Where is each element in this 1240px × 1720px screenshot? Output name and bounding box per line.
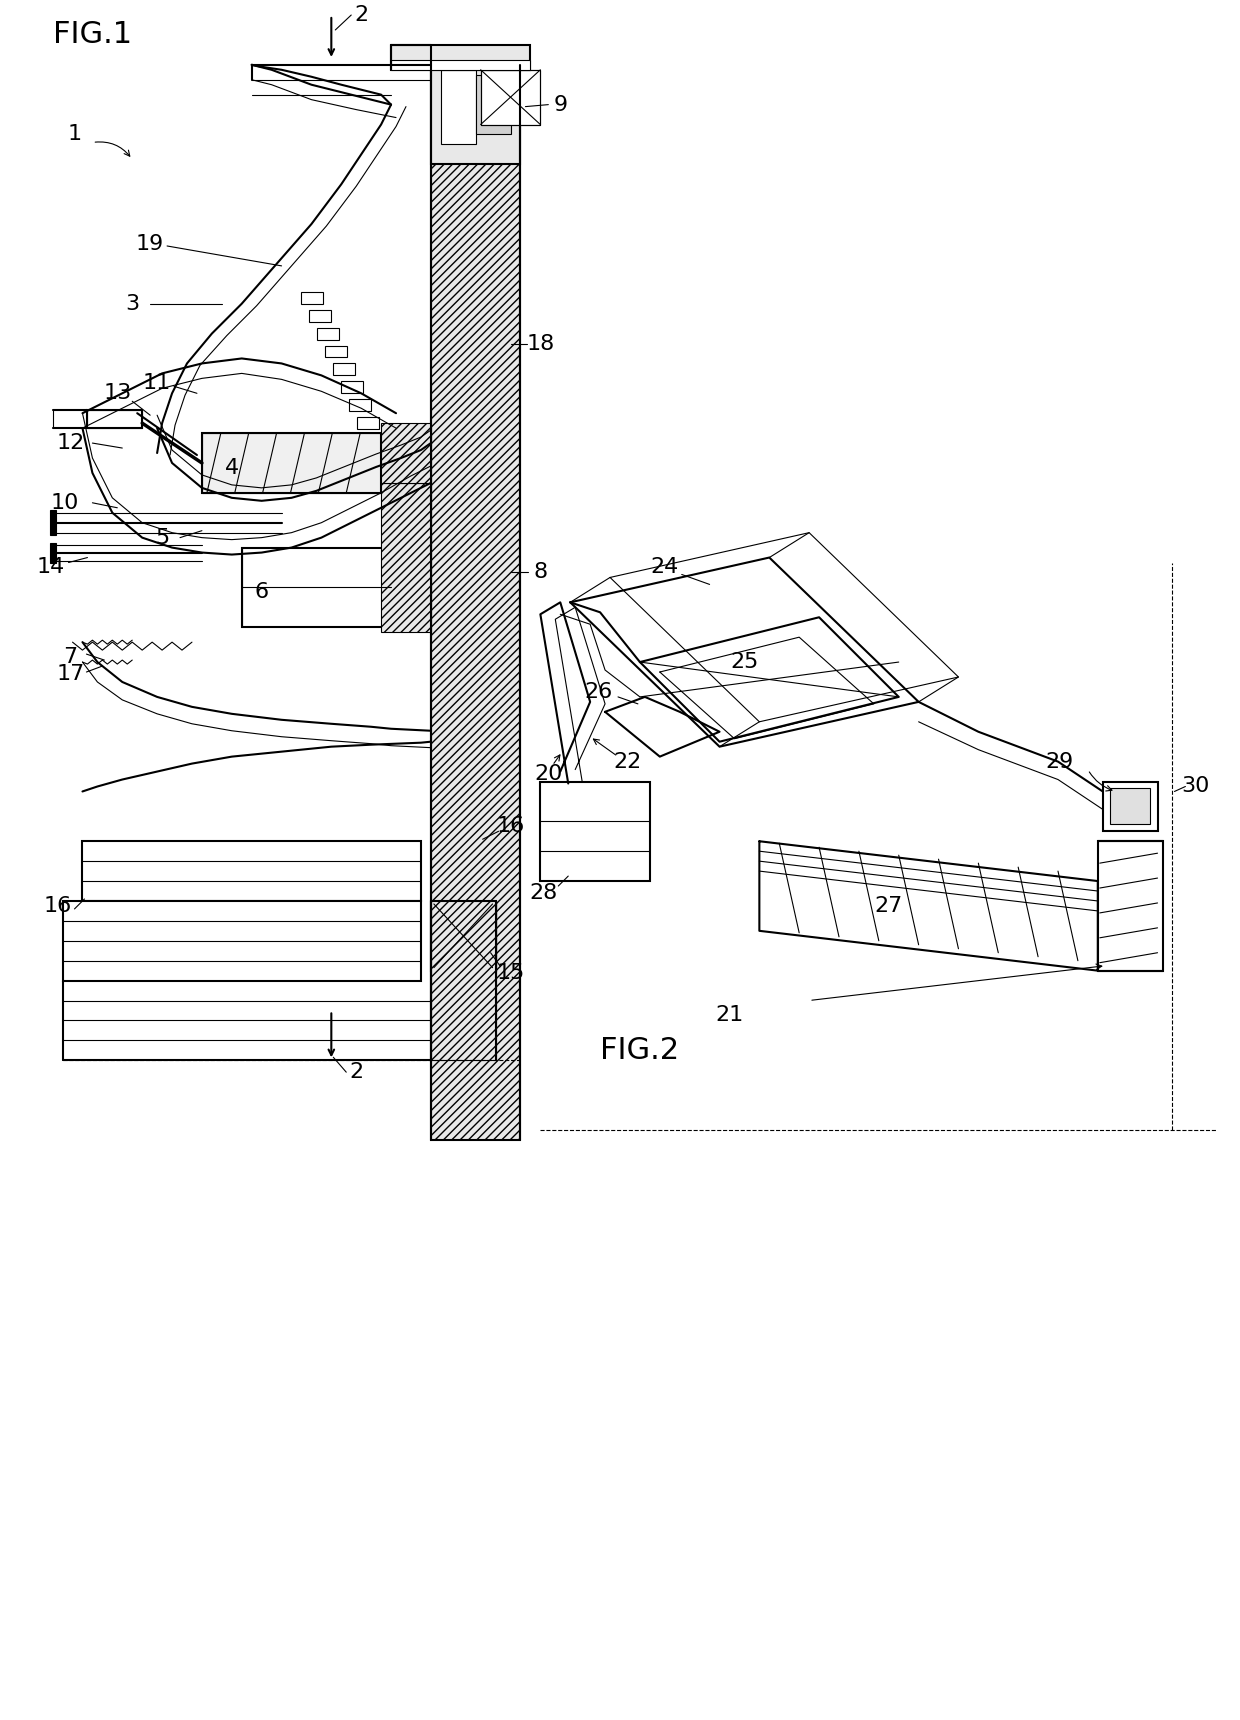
Bar — [391, 45, 531, 71]
Bar — [430, 65, 521, 1140]
Bar — [381, 423, 430, 483]
Text: 10: 10 — [51, 494, 78, 513]
Text: 26: 26 — [584, 681, 613, 702]
Bar — [430, 65, 521, 165]
Text: 5: 5 — [155, 528, 169, 547]
Bar — [310, 310, 331, 322]
Text: 28: 28 — [529, 882, 558, 903]
Text: 29: 29 — [1045, 752, 1074, 772]
Bar — [357, 418, 379, 428]
Text: 22: 22 — [614, 752, 642, 772]
Text: 20: 20 — [534, 764, 563, 784]
Text: 12: 12 — [56, 433, 84, 452]
Bar — [242, 547, 391, 628]
Bar — [202, 433, 381, 494]
Text: FIG.1: FIG.1 — [53, 21, 131, 50]
Bar — [430, 901, 496, 970]
Bar — [1102, 781, 1157, 831]
Bar — [325, 346, 347, 358]
Text: FIG.2: FIG.2 — [600, 1035, 680, 1065]
Text: 16: 16 — [43, 896, 72, 917]
Text: 6: 6 — [254, 583, 269, 602]
Bar — [373, 452, 396, 464]
Bar — [541, 781, 650, 881]
Bar — [50, 509, 56, 535]
Text: 15: 15 — [496, 963, 525, 982]
Text: 17: 17 — [56, 664, 84, 685]
Bar — [430, 901, 496, 970]
Bar — [88, 409, 143, 428]
Bar — [481, 71, 541, 124]
Bar — [381, 483, 430, 633]
Bar — [350, 399, 371, 411]
Bar — [1097, 841, 1163, 970]
Text: 2: 2 — [355, 5, 368, 26]
Bar — [202, 433, 381, 494]
Text: 11: 11 — [143, 373, 171, 394]
Bar — [50, 542, 56, 562]
Bar — [441, 71, 476, 144]
Bar — [317, 327, 340, 339]
Text: 21: 21 — [715, 1006, 744, 1025]
Text: 7: 7 — [63, 647, 78, 667]
Text: 24: 24 — [651, 557, 680, 578]
Text: 14: 14 — [36, 557, 64, 578]
Bar — [301, 292, 324, 304]
Bar — [334, 363, 355, 375]
Bar — [83, 841, 420, 901]
Text: 16: 16 — [496, 817, 525, 836]
Bar — [1110, 788, 1149, 824]
Bar — [341, 382, 363, 394]
Text: 9: 9 — [553, 95, 568, 115]
Bar — [391, 60, 531, 71]
Text: 18: 18 — [526, 334, 554, 354]
Text: 13: 13 — [103, 384, 131, 402]
Bar — [481, 71, 541, 124]
Text: 2: 2 — [350, 1063, 363, 1082]
Text: 1: 1 — [67, 124, 82, 144]
Text: 8: 8 — [533, 562, 547, 583]
Text: 25: 25 — [730, 652, 759, 673]
Text: 30: 30 — [1182, 776, 1209, 796]
Text: 3: 3 — [125, 294, 139, 313]
Bar — [88, 409, 143, 428]
Text: 27: 27 — [874, 896, 903, 917]
Bar — [62, 901, 420, 980]
Bar — [365, 435, 387, 447]
Text: 19: 19 — [136, 234, 164, 255]
Text: 4: 4 — [224, 458, 239, 478]
Bar — [476, 74, 511, 134]
Bar — [430, 901, 496, 1060]
